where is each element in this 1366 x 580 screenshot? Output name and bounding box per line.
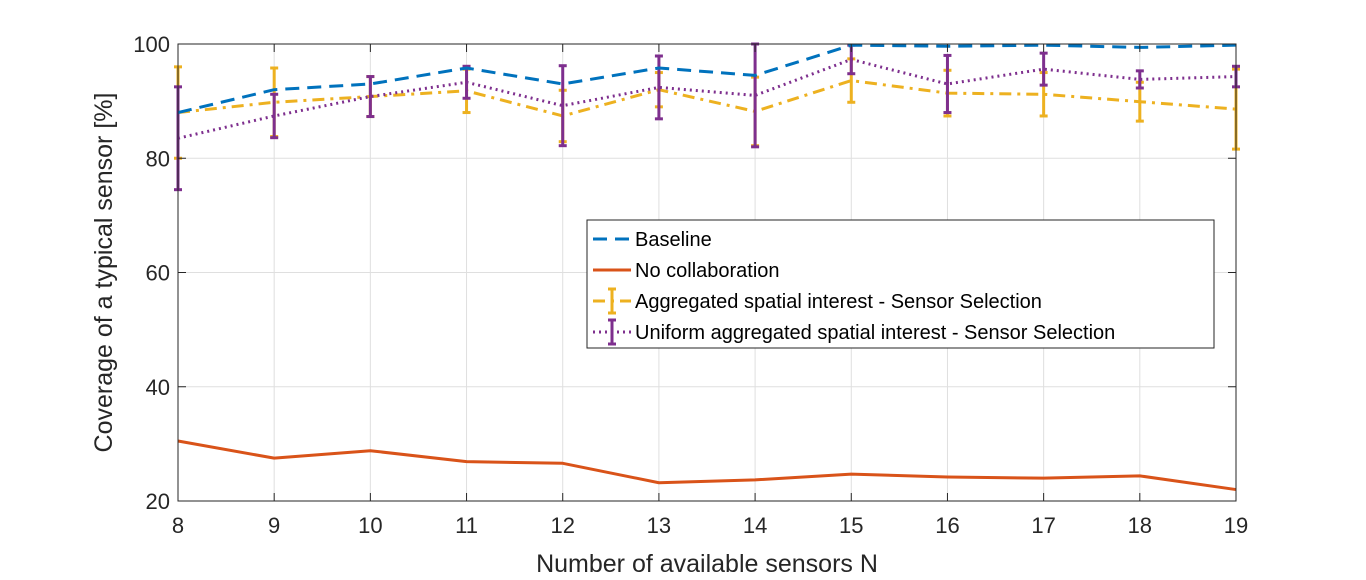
y-tick-label: 60 (146, 261, 170, 286)
x-tick-label: 8 (172, 513, 184, 538)
legend-item: Aggregated spatial interest - Sensor Sel… (593, 287, 1042, 315)
legend-item: No collaboration (593, 260, 780, 282)
x-tick-label: 13 (647, 513, 671, 538)
y-tick-label: 40 (146, 375, 170, 400)
x-tick-label: 14 (743, 513, 767, 538)
x-tick-label: 16 (935, 513, 959, 538)
legend-label: Baseline (635, 229, 712, 251)
legend-item: Uniform aggregated spatial interest - Se… (593, 318, 1115, 346)
y-tick-label: 100 (133, 32, 170, 57)
x-tick-label: 9 (268, 513, 280, 538)
series-2 (174, 57, 1240, 160)
x-tick-label: 17 (1031, 513, 1055, 538)
axis-ticks: 8 9 10 11 12 13 14 15 16 17 18 19 20 40 60 80 100 (133, 32, 1248, 538)
series-0 (177, 43, 1237, 115)
series-line (177, 43, 1237, 115)
x-tick-label: 19 (1224, 513, 1248, 538)
legend-box (586, 219, 1215, 349)
x-tick-label: 10 (358, 513, 382, 538)
x-tick-label: 15 (839, 513, 863, 538)
legend-item: Baseline (593, 229, 712, 251)
legend: Baseline No collaboration Aggregated spati… (586, 219, 1215, 349)
series-1 (177, 439, 1237, 492)
series-line (177, 439, 1237, 492)
x-axis-label: Number of available sensors N (536, 550, 878, 578)
x-tick-label: 12 (550, 513, 574, 538)
y-tick-label: 20 (146, 489, 170, 514)
legend-label: Aggregated spatial interest - Sensor Sel… (635, 291, 1042, 313)
series-line (177, 79, 1237, 118)
x-tick-label: 18 (1128, 513, 1152, 538)
legend-label: No collaboration (635, 260, 780, 282)
legend-label: Uniform aggregated spatial interest - Se… (635, 322, 1115, 344)
x-tick-label: 11 (455, 513, 478, 538)
y-axis-label: Coverage of a typical sensor [%] (90, 93, 118, 453)
series-line (177, 57, 1237, 140)
series-3 (174, 42, 1240, 192)
series-layer (174, 42, 1240, 492)
y-tick-label: 80 (146, 146, 170, 171)
